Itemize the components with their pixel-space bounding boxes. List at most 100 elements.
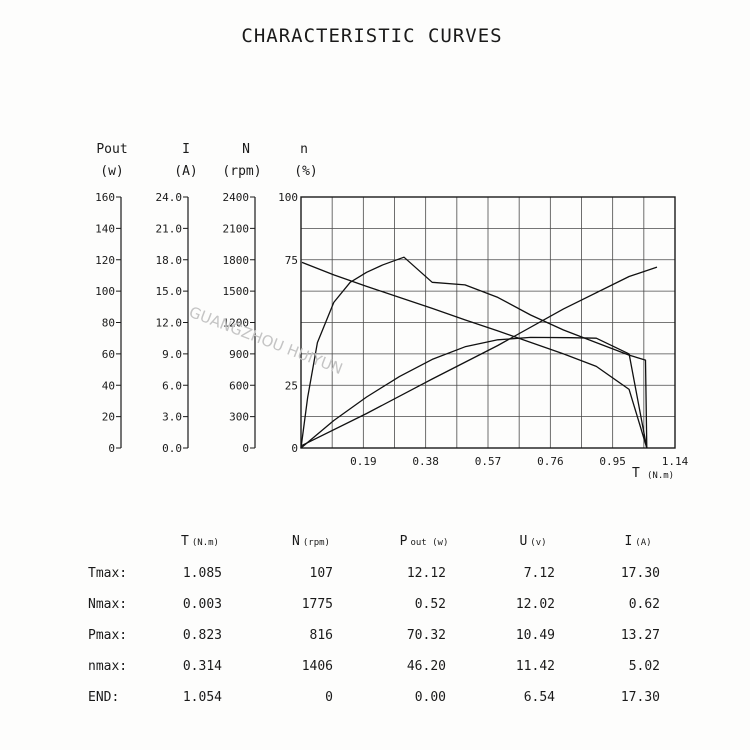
table-row-label: END: — [88, 690, 119, 705]
axis-tick-label-i: 9.0 — [162, 348, 182, 361]
x-tick-label: 1.14 — [662, 455, 689, 468]
axis-tick-label-pout: 100 — [95, 285, 115, 298]
axis-tick-label-i: 0.0 — [162, 442, 182, 455]
axis-tick-label-i: 21.0 — [156, 222, 183, 235]
x-tick-label: 0.19 — [350, 455, 377, 468]
chart-title: CHARACTERISTIC CURVES — [241, 25, 502, 47]
efficiency-tick-label: 100 — [278, 191, 298, 204]
table-cell: 107 — [310, 566, 333, 581]
table-cell: 5.02 — [629, 659, 660, 674]
table-header-unit: out (w) — [410, 538, 448, 548]
x-axis-symbol: T — [632, 466, 640, 481]
table-row-label: Pmax: — [88, 628, 127, 643]
table-cell: 46.20 — [407, 659, 446, 674]
axis-unit-i: (A) — [174, 164, 197, 179]
curves — [300, 256, 658, 449]
table-header: I (A) — [624, 534, 651, 549]
axis-tick-label-i: 18.0 — [156, 254, 183, 267]
axis-tick-label-n-rpm: 300 — [229, 411, 249, 424]
x-tick-label: 0.38 — [412, 455, 439, 468]
table-cell: 70.32 — [407, 628, 446, 643]
axis-tick-label-n-rpm: 2100 — [223, 222, 250, 235]
x-axis-unit: (N.m) — [647, 471, 674, 481]
table-cell: 0.823 — [183, 628, 222, 643]
axis-tick-label-pout: 160 — [95, 191, 115, 204]
table-cell: 1775 — [302, 597, 333, 612]
axis-header-n-rpm: N — [242, 142, 250, 157]
axis-tick-label-n-rpm: 600 — [229, 379, 249, 392]
axis-tick-label-pout: 60 — [102, 348, 115, 361]
table-cell: 1.054 — [183, 690, 222, 705]
table-cell: 10.49 — [516, 628, 555, 643]
axis-tick-label-pout: 140 — [95, 222, 115, 235]
table-cell: 0.62 — [629, 597, 660, 612]
axis-tick-label-i: 12.0 — [156, 317, 183, 330]
table-cell: 0.003 — [183, 597, 222, 612]
axis-tick-label-n-rpm: 900 — [229, 348, 249, 361]
table-cell: 1.085 — [183, 566, 222, 581]
axis-tick-label-pout: 40 — [102, 379, 115, 392]
table-cell: 12.12 — [407, 566, 446, 581]
axis-tick-label-n-rpm: 1500 — [223, 285, 250, 298]
efficiency-tick-label: 25 — [285, 379, 298, 392]
axis-unit-pout: (w) — [100, 164, 123, 179]
table-cell: 7.12 — [524, 566, 555, 581]
table-row-label: Tmax: — [88, 566, 127, 581]
plot-frame — [300, 196, 676, 449]
axis-tick-label-pout: 80 — [102, 317, 115, 330]
axis-tick-label-i: 3.0 — [162, 411, 182, 424]
axis-tick-label-n-rpm: 2400 — [223, 191, 250, 204]
table-header-unit: (rpm) — [303, 538, 330, 548]
table-cell: 0 — [325, 690, 333, 705]
table-cell: 13.27 — [621, 628, 660, 643]
axis-tick-label-n-rpm: 0 — [242, 442, 249, 455]
table-cell: 0.52 — [415, 597, 446, 612]
table-header-unit: (v) — [530, 538, 546, 548]
axis-header-pout: Pout — [96, 142, 127, 157]
axis-header-efficiency: n — [300, 142, 308, 157]
axis-tick-label-i: 6.0 — [162, 379, 182, 392]
axis-tick-label-n-rpm: 1800 — [223, 254, 250, 267]
table-cell: 0.314 — [183, 659, 222, 674]
axis-unit-efficiency: (%) — [294, 164, 317, 179]
efficiency-tick-label: 75 — [285, 254, 298, 267]
efficiency-tick-label: 0 — [291, 442, 298, 455]
series-line-n — [300, 256, 648, 449]
watermark: GUANGZHOU HUIYUN — [187, 303, 346, 378]
table-cell: 12.02 — [516, 597, 555, 612]
axis-tick-label-pout: 20 — [102, 411, 115, 424]
table-header: N (rpm) — [292, 534, 330, 549]
axis-unit-n-rpm: (rpm) — [222, 164, 261, 179]
axis-headers: Pout (w) I (A) N (rpm) n (%) — [96, 142, 317, 179]
x-axis-ticks: 0.19 0.38 0.57 0.76 0.95 1.14 — [350, 455, 689, 468]
axis-ticks: 160 140 120 100 80 60 40 20 0 24.0 21.0 18.0 15.0 12.… — [95, 191, 298, 455]
series-line-pout — [300, 336, 648, 449]
table-cell: 17.30 — [621, 566, 660, 581]
x-tick-label: 0.76 — [537, 455, 564, 468]
table-row-label: Nmax: — [88, 597, 127, 612]
x-tick-label: 0.95 — [599, 455, 626, 468]
table-header: T (N.m) — [181, 534, 219, 549]
table-cell: 6.54 — [524, 690, 555, 705]
x-tick-label: 0.57 — [475, 455, 502, 468]
axis-tick-label-i: 24.0 — [156, 191, 183, 204]
table-cell: 0.00 — [415, 690, 446, 705]
axis-tick-label-i: 15.0 — [156, 285, 183, 298]
table-header: U (v) — [519, 534, 546, 549]
axis-tick-label-pout: 120 — [95, 254, 115, 267]
plot-grid — [301, 197, 675, 448]
table-cell: 11.42 — [516, 659, 555, 674]
series-line-n — [301, 261, 648, 449]
table-cell: 1406 — [302, 659, 333, 674]
series-line-i — [300, 266, 658, 447]
axis-tick-label-n-rpm: 1200 — [223, 317, 250, 330]
table-header-unit: (A) — [635, 538, 651, 548]
table-cell: 816 — [310, 628, 333, 643]
axis-header-i: I — [182, 142, 190, 157]
axis-tick-label-pout: 0 — [108, 442, 115, 455]
table-row-label: nmax: — [88, 659, 127, 674]
